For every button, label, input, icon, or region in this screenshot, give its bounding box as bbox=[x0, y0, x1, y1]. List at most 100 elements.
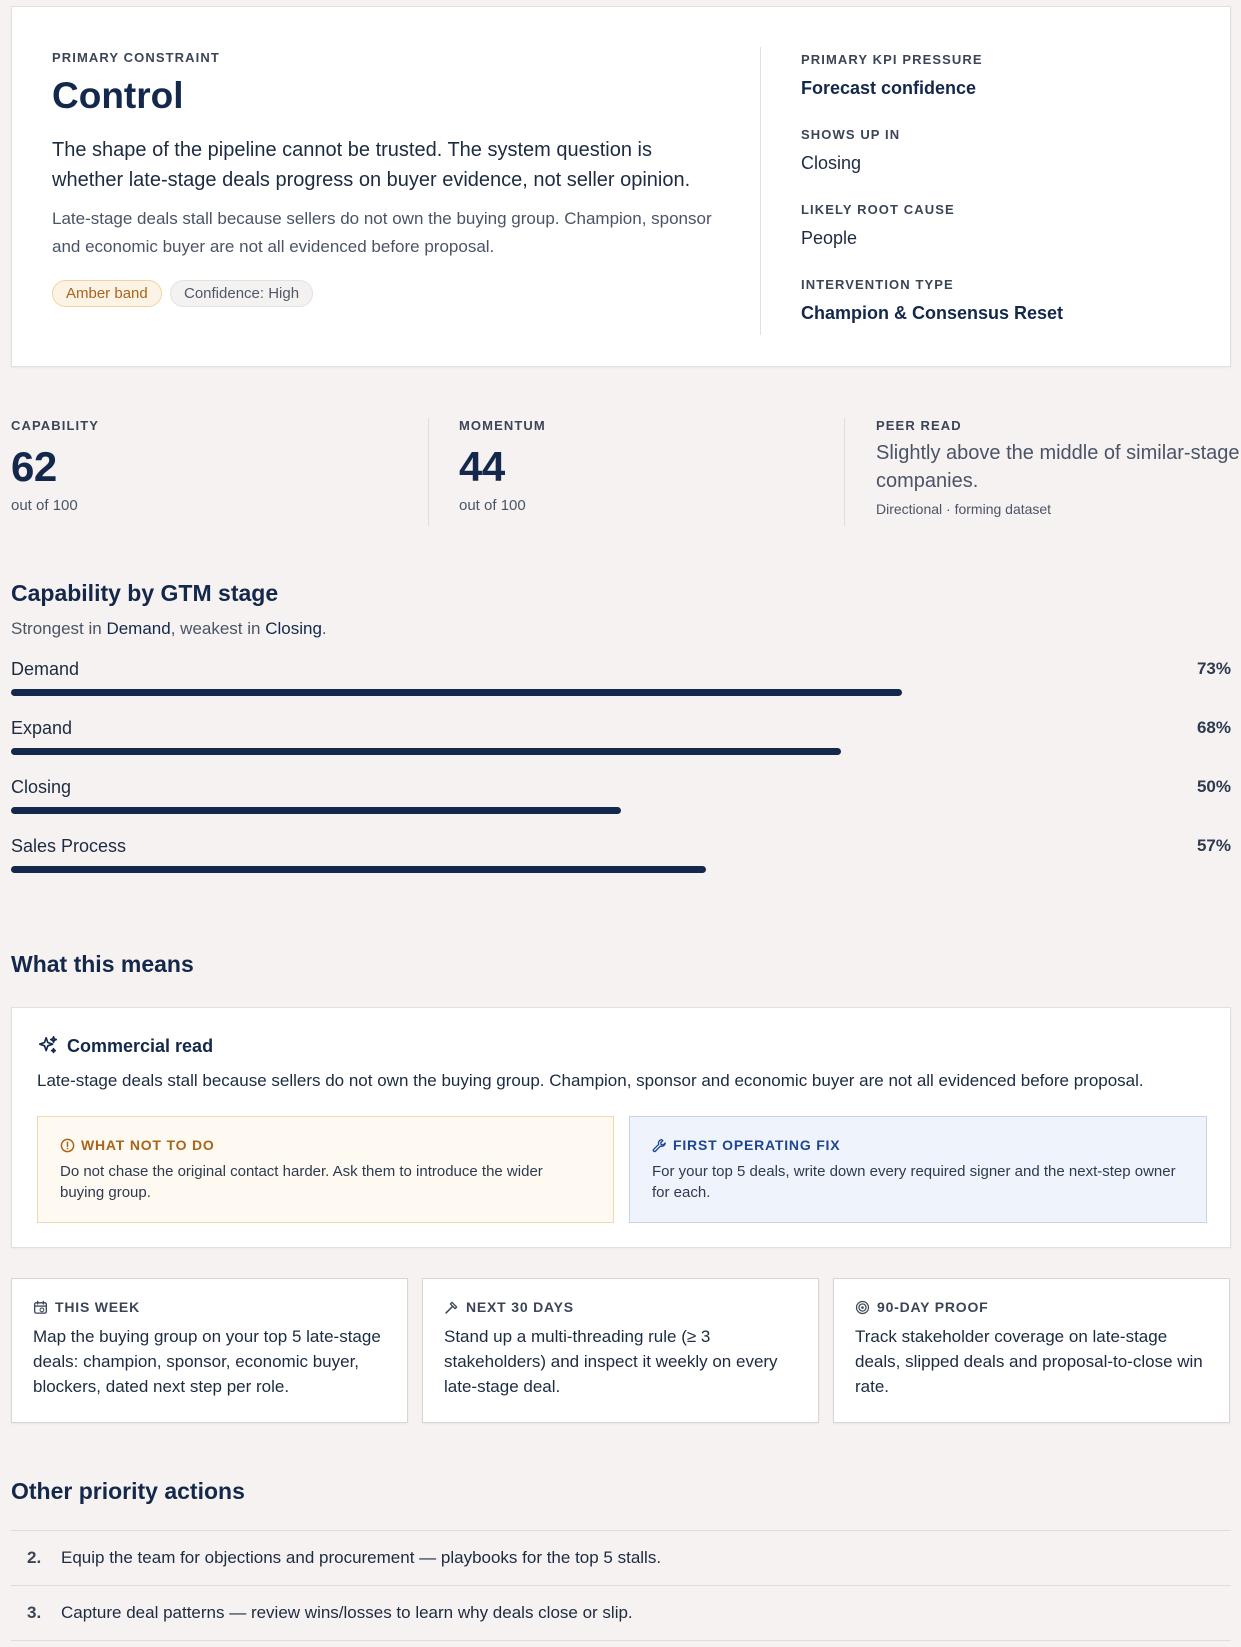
stage-bar-track bbox=[11, 748, 1231, 755]
primary-constraint-detail: Late-stage deals stall because sellers d… bbox=[52, 209, 712, 256]
band-badge: Amber band bbox=[52, 280, 162, 307]
list-item: 3. Capture deal patterns — review wins/lo… bbox=[27, 1603, 633, 1623]
summary-prefix: Strongest in bbox=[11, 619, 107, 638]
divider bbox=[11, 1585, 1231, 1586]
momentum-scale: out of 100 bbox=[459, 497, 526, 514]
confidence-badge: Confidence: High bbox=[170, 280, 314, 307]
stage-bar-value: 73% bbox=[1196, 659, 1231, 678]
stage-bar-label: Expand bbox=[11, 718, 73, 738]
stage-bar-label: Demand bbox=[11, 659, 80, 679]
stage-bar-track bbox=[11, 689, 1231, 696]
strongest-stage: Demand bbox=[106, 619, 171, 638]
commercial-read-card: Commercial read Late-stage deals stall b… bbox=[11, 1007, 1231, 1248]
alert-circle-icon bbox=[60, 1138, 75, 1152]
primary-constraint-card: PRIMARY CONSTRAINT Control The shape of … bbox=[11, 6, 1231, 367]
this-week-label: THIS WEEK bbox=[55, 1299, 140, 1315]
stage-bar-fill bbox=[11, 807, 621, 814]
ninety-day-proof-card: 90-DAY PROOF Track stakeholder coverage … bbox=[833, 1278, 1230, 1423]
stage-summary: Strongest in Demand, weakest in Closing. bbox=[11, 619, 327, 639]
action-text: Equip the team for objections and procur… bbox=[61, 1548, 662, 1567]
stage-bar-track bbox=[11, 866, 1231, 873]
first-operating-fix-body: For your top 5 deals, write down every r… bbox=[652, 1163, 1176, 1201]
hammer-icon bbox=[445, 1301, 458, 1314]
stage-bar-row: Expand 68% bbox=[11, 718, 1231, 768]
primary-constraint-label: PRIMARY CONSTRAINT bbox=[52, 50, 220, 65]
stage-bar-value: 68% bbox=[1196, 718, 1231, 737]
ninety-day-proof-label: 90-DAY PROOF bbox=[877, 1299, 989, 1315]
stage-bar-row: Closing 50% bbox=[11, 777, 1231, 827]
next-30-days-card: NEXT 30 DAYS Stand up a multi-threading … bbox=[422, 1278, 819, 1423]
this-week-header: THIS WEEK bbox=[33, 1299, 386, 1315]
stage-bar-label: Closing bbox=[11, 777, 72, 797]
first-operating-fix-title: FIRST OPERATING FIX bbox=[673, 1137, 841, 1153]
action-number: 3. bbox=[27, 1603, 42, 1622]
commercial-read-title: Commercial read bbox=[67, 1036, 214, 1056]
summary-mid: , weakest in bbox=[170, 619, 266, 638]
divider bbox=[11, 1530, 1231, 1531]
stage-bar-fill bbox=[11, 689, 902, 696]
wrench-icon bbox=[652, 1138, 666, 1152]
next-30-days-header: NEXT 30 DAYS bbox=[444, 1299, 797, 1315]
stage-bar-value: 57% bbox=[1196, 836, 1231, 855]
stage-bar-row: Sales Process 57% bbox=[11, 836, 1231, 886]
peer-read-text: Slightly above the middle of similar-sta… bbox=[876, 442, 1240, 492]
root-cause-value: People bbox=[801, 228, 858, 248]
other-actions-title: Other priority actions bbox=[11, 1478, 245, 1504]
ninety-day-proof-body: Track stakeholder coverage on late-stage… bbox=[855, 1327, 1203, 1396]
capability-score: 62 bbox=[11, 443, 57, 490]
kpi-pressure-value: Forecast confidence bbox=[801, 78, 977, 98]
capability-label: CAPABILITY bbox=[11, 418, 100, 433]
stage-bar-fill bbox=[11, 748, 841, 755]
target-icon bbox=[855, 1300, 870, 1314]
stage-bar-row: Demand 73% bbox=[11, 659, 1231, 709]
ninety-day-proof-header: 90-DAY PROOF bbox=[855, 1299, 1208, 1315]
stage-bar-label: Sales Process bbox=[11, 836, 127, 856]
first-operating-fix-header: FIRST OPERATING FIX bbox=[652, 1137, 1184, 1153]
commercial-read-text: Late-stage deals stall because sellers d… bbox=[37, 1071, 1144, 1090]
next-30-days-label: NEXT 30 DAYS bbox=[466, 1299, 574, 1315]
divider bbox=[428, 418, 429, 526]
this-week-card: THIS WEEK Map the buying group on your t… bbox=[11, 1278, 408, 1423]
weakest-stage: Closing bbox=[265, 619, 322, 638]
momentum-score: 44 bbox=[459, 443, 505, 490]
momentum-label: MOMENTUM bbox=[459, 418, 546, 433]
peer-read-metric: PEER READ Slightly above the middle of s… bbox=[876, 418, 1241, 517]
primary-constraint-title: Control bbox=[52, 75, 184, 116]
peer-read-note: Directional · forming dataset bbox=[876, 501, 1052, 517]
root-cause-label: LIKELY ROOT CAUSE bbox=[801, 202, 955, 217]
peer-read-label: PEER READ bbox=[876, 418, 962, 433]
capability-metric: CAPABILITY 62 out of 100 bbox=[11, 418, 99, 514]
what-not-to-do-title: WHAT NOT TO DO bbox=[81, 1137, 215, 1153]
primary-constraint-lead: The shape of the pipeline cannot be trus… bbox=[52, 139, 691, 191]
divider bbox=[844, 418, 845, 526]
first-operating-fix-callout: FIRST OPERATING FIX For your top 5 deals… bbox=[629, 1116, 1207, 1223]
means-section-title: What this means bbox=[11, 951, 194, 977]
what-not-to-do-header: WHAT NOT TO DO bbox=[60, 1137, 591, 1153]
kpi-pressure-label: PRIMARY KPI PRESSURE bbox=[801, 52, 983, 67]
stage-bar-fill bbox=[11, 866, 706, 873]
capability-scale: out of 100 bbox=[11, 497, 78, 514]
stage-bar-track bbox=[11, 807, 1231, 814]
action-text: Capture deal patterns — review wins/loss… bbox=[61, 1603, 633, 1622]
intervention-type-label: INTERVENTION TYPE bbox=[801, 277, 954, 292]
what-not-to-do-callout: WHAT NOT TO DO Do not chase the original… bbox=[37, 1116, 614, 1223]
calendar-icon bbox=[34, 1300, 47, 1314]
divider bbox=[11, 1640, 1231, 1641]
sparkle-icon bbox=[38, 1036, 58, 1054]
list-item: 2. Equip the team for objections and proc… bbox=[27, 1548, 661, 1568]
summary-suffix: . bbox=[321, 619, 327, 638]
kpi-pressure-block: PRIMARY KPI PRESSURE Forecast confidence bbox=[801, 52, 983, 99]
divider bbox=[760, 47, 761, 335]
stage-bar-value: 50% bbox=[1196, 777, 1231, 796]
shows-up-in-value: Closing bbox=[801, 153, 862, 173]
what-not-to-do-body: Do not chase the original contact harder… bbox=[60, 1163, 543, 1201]
intervention-type-value: Champion & Consensus Reset bbox=[801, 303, 1064, 323]
next-30-days-body: Stand up a multi-threading rule (≥ 3 sta… bbox=[444, 1327, 778, 1396]
intervention-type-block: INTERVENTION TYPE Champion & Consensus R… bbox=[801, 277, 1063, 324]
shows-up-in-label: SHOWS UP IN bbox=[801, 127, 901, 142]
stage-section-title: Capability by GTM stage bbox=[11, 580, 279, 606]
shows-up-in-block: SHOWS UP IN Closing bbox=[801, 127, 900, 174]
root-cause-block: LIKELY ROOT CAUSE People bbox=[801, 202, 955, 249]
action-number: 2. bbox=[27, 1548, 42, 1567]
momentum-metric: MOMENTUM 44 out of 100 bbox=[459, 418, 546, 514]
